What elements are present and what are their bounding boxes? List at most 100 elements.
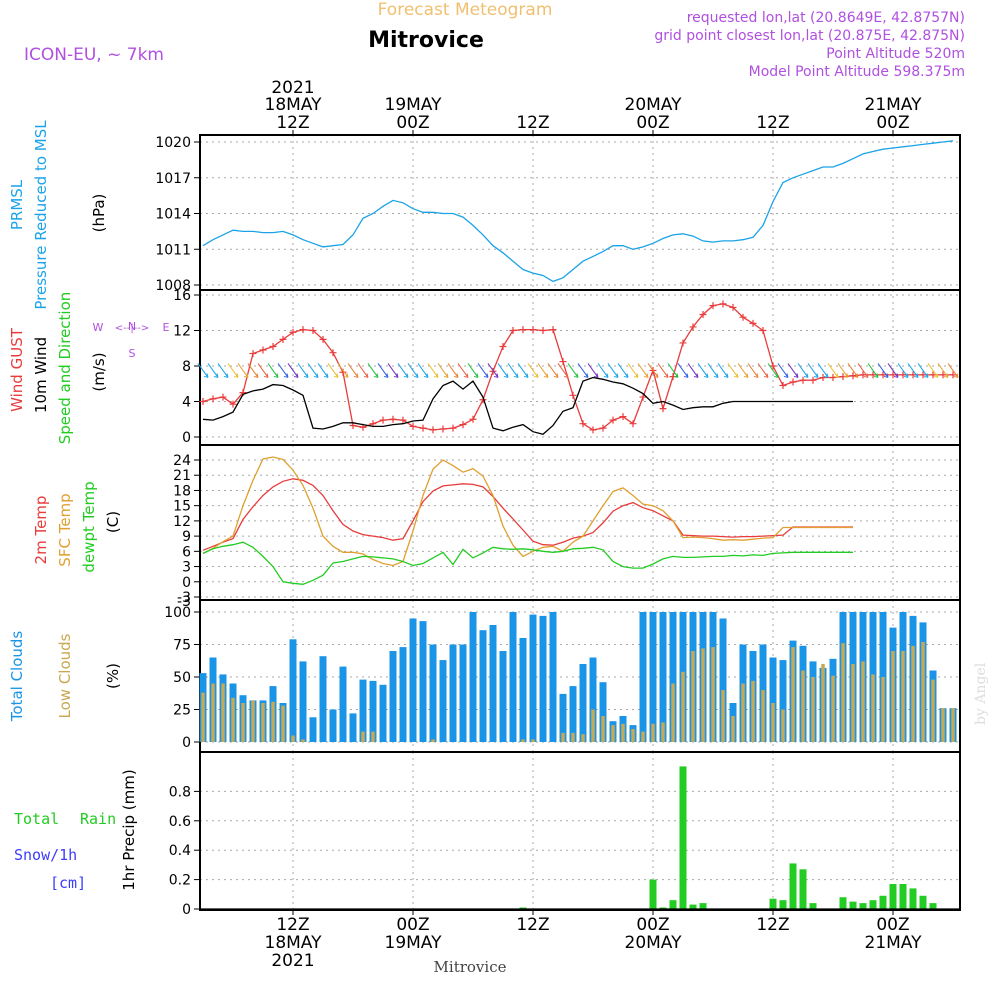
- total-cloud-bar: [490, 625, 497, 742]
- y-tick-label: 1017: [155, 171, 191, 187]
- gust-marker: [440, 426, 447, 433]
- low-cloud-bar: [271, 702, 275, 742]
- gust-marker: [540, 327, 547, 334]
- y-tick-label: 25: [173, 703, 191, 719]
- low-cloud-bar: [681, 672, 685, 742]
- low-cloud-bar: [611, 725, 615, 742]
- low-cloud-bar: [231, 698, 235, 742]
- gust-marker: [560, 358, 567, 365]
- bottom-time-label: 00Z: [396, 915, 429, 935]
- temp-unit-label: (C): [104, 511, 122, 533]
- y-tick-label: 1011: [155, 242, 191, 258]
- wind-direction-arrow: [308, 363, 318, 377]
- rain-bar: [850, 902, 857, 909]
- compass-west: W: [93, 321, 104, 334]
- rain-bar: [870, 900, 877, 909]
- y-tick-label: 12: [173, 514, 191, 530]
- gust-marker: [390, 416, 397, 423]
- wind-direction-arrow: [428, 363, 438, 377]
- low-cloud-bar: [671, 684, 675, 743]
- total-cloud-bar: [390, 651, 397, 742]
- low-cloud-bar: [711, 647, 715, 742]
- header: Forecast Meteogram Mitrovice ICON-EU, ~ …: [24, 0, 965, 80]
- low-cloud-bar: [221, 684, 225, 743]
- sfc-temp-label: SFC Temp: [56, 493, 74, 566]
- bottom-time-label: 2021: [271, 951, 314, 971]
- total-cloud-bar: [450, 645, 457, 743]
- total-cloud-bar: [430, 645, 437, 743]
- rain-bar: [900, 884, 907, 909]
- model-altitude-label: Model Point Altitude 598.375m: [749, 64, 965, 80]
- low-cloud-bar: [901, 651, 905, 742]
- low-cloud-bar: [841, 643, 845, 742]
- low-cloud-bar: [621, 724, 625, 742]
- total-cloud-bar: [330, 710, 337, 743]
- total-label: Total: [14, 810, 59, 828]
- y-tick-label: 0: [182, 430, 191, 446]
- y-tick-label: 18: [173, 483, 191, 499]
- low-cloud-bar: [761, 690, 765, 742]
- y-tick-label: 8: [182, 359, 191, 375]
- rain-bar: [880, 896, 887, 909]
- gust-marker: [940, 371, 947, 378]
- wind-direction-arrow: [728, 363, 738, 377]
- plot-data: [198, 141, 960, 909]
- top-time-label: 12Z: [516, 113, 549, 133]
- rain-bar: [700, 903, 707, 909]
- total-cloud-bar: [520, 638, 527, 742]
- grid-point-label: grid point closest lon,lat (20.875E, 42.…: [654, 28, 965, 44]
- snow-label: Snow/1h: [14, 846, 77, 864]
- wind-direction-arrow: [638, 363, 648, 377]
- top-time-label: 12Z: [756, 113, 789, 133]
- wind-direction-arrow: [368, 363, 378, 377]
- gust-marker: [720, 300, 727, 307]
- bottom-time-label: 12Z: [516, 915, 549, 935]
- y-tick-label: 12: [173, 324, 191, 340]
- low-cloud-bar: [521, 739, 525, 742]
- low-cloud-bar: [591, 710, 595, 743]
- low-cloud-bar: [361, 732, 365, 742]
- pressure-unit-label: (hPa): [90, 194, 108, 233]
- top-time-label: 19MAY: [385, 95, 443, 115]
- gust-marker: [590, 426, 597, 433]
- gust-marker: [250, 350, 257, 357]
- gust-marker: [420, 425, 427, 432]
- rain-bar: [680, 766, 687, 909]
- gust-marker: [300, 326, 307, 333]
- rain-bar: [920, 896, 927, 909]
- low-cloud-bar: [291, 736, 295, 743]
- y-tick-label: 6: [182, 544, 191, 560]
- top-time-label: 20MAY: [625, 95, 683, 115]
- bottom-time-label: 00Z: [876, 915, 909, 935]
- rain-bar: [770, 899, 777, 909]
- total-cloud-bar: [640, 612, 647, 742]
- wind-direction-arrow: [758, 363, 768, 377]
- bottom-time-label: 00Z: [636, 915, 669, 935]
- gust-marker: [910, 371, 917, 378]
- y-tick-label: 15: [173, 499, 191, 515]
- gust-marker: [570, 392, 577, 399]
- low-cloud-bar: [861, 661, 865, 742]
- gust-marker: [820, 374, 827, 381]
- y-tick-label: 0: [182, 735, 191, 751]
- low-cloud-bar: [691, 651, 695, 742]
- pressure-label-short: PRMSL: [8, 179, 26, 230]
- total-cloud-bar: [400, 647, 407, 742]
- rain-bar: [840, 897, 847, 909]
- y-tick-label: 21: [173, 468, 191, 484]
- top-time-label: 00Z: [876, 113, 909, 133]
- low-cloud-bar: [241, 703, 245, 742]
- compass-arrow: <--|-->: [115, 323, 150, 334]
- compass-south: S: [129, 347, 136, 360]
- y-tick-label: 0: [182, 575, 191, 591]
- y-tick-label: 75: [173, 638, 191, 654]
- y-tick-label: 0.6: [169, 814, 191, 830]
- total-cloud-bar: [510, 612, 517, 742]
- gust-marker: [880, 371, 887, 378]
- low-cloud-bar: [211, 684, 215, 743]
- total-cloud-bar: [310, 717, 317, 742]
- low-cloud-bar: [821, 664, 825, 742]
- low-cloud-bar: [941, 708, 945, 742]
- meteogram-chart: Forecast Meteogram Mitrovice ICON-EU, ~ …: [0, 0, 1000, 1000]
- low-cloud-bar: [561, 733, 565, 742]
